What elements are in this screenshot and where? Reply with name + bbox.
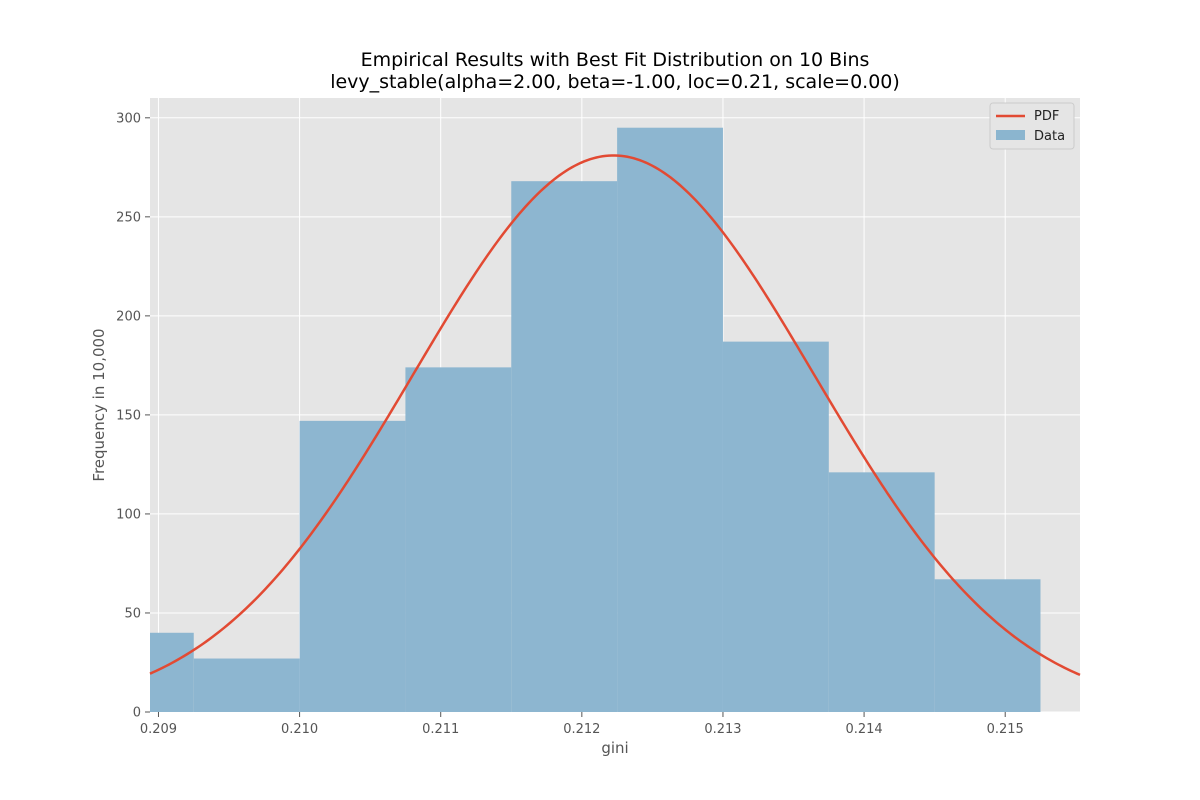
legend: PDF Data — [989, 102, 1075, 150]
chart-title: Empirical Results with Best Fit Distribu… — [361, 49, 870, 71]
x-axis-label: gini — [601, 739, 628, 757]
histogram-bar — [150, 632, 194, 712]
histogram-bar — [511, 181, 618, 712]
histogram-bar — [405, 367, 512, 712]
legend-pdf-label: PDF — [1034, 109, 1059, 124]
y-tick-label: 150 — [116, 408, 141, 423]
y-tick-label: 200 — [116, 309, 141, 324]
x-axis-ticks: 0.209 0.210 0.211 0.212 0.213 0.214 0.215 — [140, 712, 1024, 737]
histogram-bar — [299, 420, 406, 712]
y-tick-label: 0 — [133, 706, 141, 721]
legend-data-label: Data — [1034, 129, 1065, 144]
histogram-bar — [828, 472, 935, 712]
histogram-bar — [617, 127, 723, 713]
y-axis-label: Frequency in 10,000 — [90, 328, 108, 481]
y-axis-ticks: 0 50 100 150 200 250 300 — [116, 111, 150, 721]
chart-subtitle: levy_stable(alpha=2.00, beta=-1.00, loc=… — [330, 71, 900, 93]
histogram-bars — [150, 127, 1041, 713]
histogram-bar — [934, 579, 1041, 712]
x-tick-label: 0.209 — [140, 722, 177, 737]
x-tick-label: 0.215 — [987, 722, 1024, 737]
y-tick-label: 100 — [116, 507, 141, 522]
y-tick-label: 50 — [124, 606, 141, 621]
histogram-bar — [193, 658, 300, 712]
y-tick-label: 300 — [116, 111, 141, 126]
pdf-line — [149, 154, 1081, 677]
x-tick-label: 0.210 — [281, 722, 318, 737]
x-tick-label: 0.211 — [422, 722, 459, 737]
x-tick-label: 0.212 — [563, 722, 600, 737]
y-tick-label: 250 — [116, 210, 141, 225]
legend-data-swatch — [996, 130, 1025, 140]
x-tick-label: 0.214 — [845, 722, 882, 737]
x-tick-label: 0.213 — [704, 722, 741, 737]
histogram-bar — [722, 341, 829, 712]
